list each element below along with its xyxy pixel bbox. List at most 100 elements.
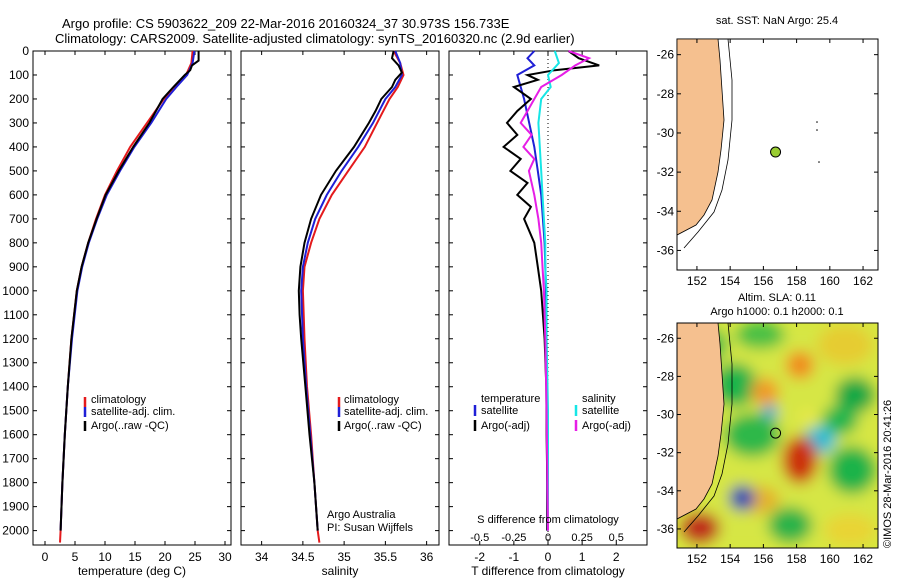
x-tick-label: 2 — [613, 550, 620, 564]
salinity-legend: climatology satellite-adj. clim. Argo(..… — [337, 394, 428, 432]
island-dot — [816, 129, 818, 131]
x-tick-label: 25 — [188, 550, 202, 564]
y-tick-label: 1600 — [2, 428, 29, 442]
y-tick-label: 2000 — [2, 524, 29, 538]
x-tick-label: 0 — [545, 550, 552, 564]
sal-legend-sat: satellite-adj. clim. — [344, 406, 428, 418]
y-tick-label: 1000 — [2, 284, 29, 298]
map-y-tick-label: -32 — [657, 446, 675, 460]
temp-legend-sat: satellite-adj. clim. — [91, 406, 175, 418]
difference-legend: temperature satellite Argo(-adj) salinit… — [473, 393, 631, 432]
sst-map-land — [677, 39, 725, 236]
y-tick-label: 1500 — [2, 404, 29, 418]
y-tick-label: 1700 — [2, 452, 29, 466]
map-y-tick-label: -28 — [657, 87, 675, 101]
x-tick-label: -2 — [474, 550, 485, 564]
sst-map: sat. SST: NaN Argo: 25.4 152 154 156 158 160… — [657, 15, 879, 288]
salinity-axes-frame — [240, 50, 440, 546]
temperature-axes-frame — [32, 50, 232, 546]
diff-legend-temperature-title: temperature — [481, 393, 540, 405]
s-tick-label: 0.25 — [571, 532, 592, 544]
map-x-tick-label: 156 — [753, 552, 773, 566]
y-tick-label: 1100 — [3, 308, 29, 322]
s-tick-label: -0.5 — [470, 532, 489, 544]
x-tick-label: 5 — [72, 550, 79, 564]
x-tick-label: -1 — [509, 550, 520, 564]
y-tick-label: 400 — [9, 140, 29, 154]
sla-map-title-2: Argo h1000: 0.1 h2000: 0.1 — [710, 306, 843, 318]
x-tick-label: 36 — [420, 550, 434, 564]
map-y-tick-label: -26 — [657, 331, 675, 345]
y-tick-label: 600 — [9, 188, 29, 202]
map-x-tick-label: 158 — [787, 552, 807, 566]
diff-legend-s-sat: satellite — [582, 405, 619, 417]
sla-map-frame — [676, 322, 879, 549]
sal-legend-clim: climatology — [344, 394, 400, 406]
x-tick-label: 35.5 — [374, 550, 398, 564]
title-line-1: Argo profile: CS 5903622_209 22-Mar-2016… — [62, 16, 510, 31]
pi-label: PI: Susan Wijffels — [327, 522, 413, 534]
x-tick-label: 34 — [255, 550, 269, 564]
map-x-tick-label: 160 — [820, 274, 840, 288]
x-tick-label: 30 — [218, 550, 232, 564]
diff-legend-t-argo: Argo(-adj) — [481, 420, 530, 432]
map-y-tick-label: -28 — [657, 369, 675, 383]
y-tick-label: 1200 — [2, 332, 29, 346]
x-tick-label: 35 — [337, 550, 351, 564]
y-tick-label: 1800 — [2, 476, 29, 490]
imos-credit: ©IMOS 28-Mar-2016 20:41:26 — [882, 400, 894, 548]
argo-float-marker-sla — [770, 427, 782, 439]
y-tick-label: 300 — [9, 116, 29, 130]
y-tick-label: 0 — [22, 44, 29, 58]
island-dot — [818, 161, 820, 163]
sst-map-isobath — [683, 39, 733, 249]
s-tick-label: 0 — [545, 532, 551, 544]
map-y-tick-label: -36 — [657, 522, 675, 536]
y-tick-label: 900 — [9, 260, 29, 274]
map-x-tick-label: 154 — [720, 274, 740, 288]
diff-legend-salinity-title: salinity — [582, 393, 616, 405]
map-y-tick-label: -32 — [657, 165, 675, 179]
map-y-tick-label: -36 — [657, 243, 675, 257]
temperature-xlabel: temperature (deg C) — [78, 564, 186, 578]
temperature-legend: climatology satellite-adj. clim. Argo(..… — [83, 394, 175, 432]
map-y-tick-label: -34 — [657, 204, 675, 218]
difference-xlabel-top: S difference from climatology — [477, 514, 619, 526]
y-tick-label: 500 — [9, 164, 29, 178]
temp-legend-argo: Argo(..raw -QC) — [91, 420, 169, 432]
x-tick-label: 10 — [98, 550, 112, 564]
sst-map-title: sat. SST: NaN Argo: 25.4 — [716, 15, 838, 27]
map-x-tick-label: 152 — [687, 274, 707, 288]
sla-map-title-1: Altim. SLA: 0.11 — [738, 292, 816, 304]
difference-panel: -2 -1 0 1 2 -0.5 -0.25 0 0.25 0.5 temperature sat… — [448, 50, 648, 578]
island-dot — [816, 121, 818, 123]
series-line-s-satellite — [537, 50, 561, 531]
salinity-xlabel: salinity — [322, 564, 359, 578]
map-y-tick-label: -26 — [657, 48, 675, 62]
x-tick-label: 15 — [128, 550, 142, 564]
y-tick-label: 200 — [9, 92, 29, 106]
map-y-tick-label: -30 — [657, 126, 675, 140]
map-x-tick-label: 152 — [687, 552, 707, 566]
map-x-tick-label: 162 — [853, 552, 873, 566]
x-tick-label: 20 — [158, 550, 172, 564]
series-line-s-argo-adj- — [519, 50, 592, 531]
diff-legend-s-argo: Argo(-adj) — [582, 420, 631, 432]
y-tick-label: 700 — [9, 212, 29, 226]
x-tick-label: 1 — [579, 550, 586, 564]
sla-map: Altim. SLA: 0.11 Argo h1000: 0.1 h2000: … — [657, 292, 879, 566]
difference-xlabel: T difference from climatology — [471, 564, 625, 578]
argo-float-marker — [770, 146, 782, 158]
diff-legend-t-sat: satellite — [481, 405, 518, 417]
sal-legend-argo: Argo(..raw -QC) — [344, 420, 422, 432]
y-tick-label: 1400 — [2, 380, 29, 394]
map-x-tick-label: 158 — [787, 274, 807, 288]
title-line-2: Climatology: CARS2009. Satellite-adjuste… — [55, 31, 575, 46]
s-tick-label: 0.5 — [609, 532, 624, 544]
institution-label: Argo Australia — [327, 509, 396, 521]
y-tick-label: 100 — [9, 68, 29, 82]
series-line-t-argo-adj- — [501, 50, 600, 531]
temperature-panel: 0 5 10 15 20 25 300100200300400500600700800900… — [2, 44, 232, 578]
map-y-tick-label: -34 — [657, 484, 675, 498]
